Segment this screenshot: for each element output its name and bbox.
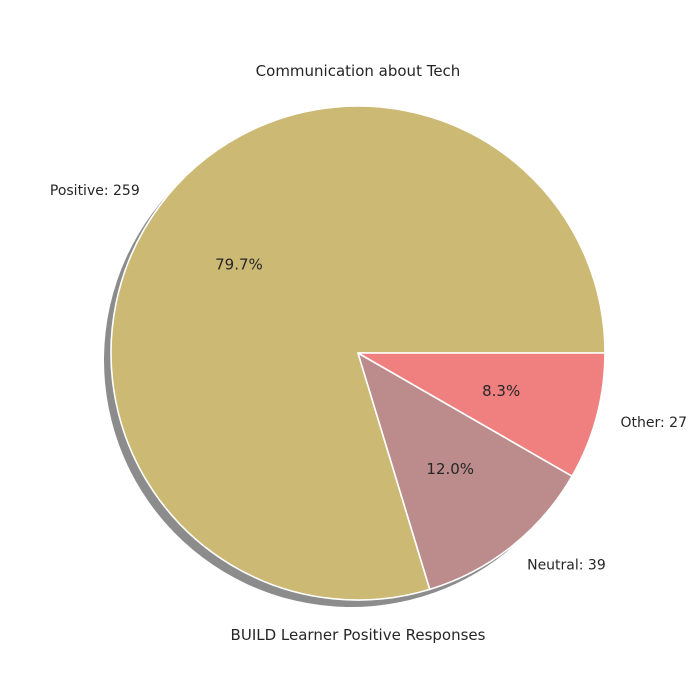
slice-label-neutral: Neutral: 39 bbox=[527, 558, 606, 574]
pie-slices bbox=[110, 105, 606, 601]
x-axis-label: BUILD Learner Positive Responses bbox=[231, 626, 486, 644]
percent-label-positive: 79.7% bbox=[215, 256, 263, 274]
pie-slice-neutral bbox=[357, 352, 573, 591]
pie-percent-labels: 79.7% 12.0% 8.3% bbox=[215, 256, 520, 478]
pie-slice-other bbox=[357, 352, 606, 477]
percent-label-neutral: 12.0% bbox=[426, 460, 474, 478]
percent-label-other: 8.3% bbox=[482, 382, 520, 400]
pie-labels: Positive: 259 Neutral: 39 Other: 27 bbox=[50, 183, 687, 573]
chart-title: Communication about Tech bbox=[256, 62, 461, 80]
slice-label-other: Other: 27 bbox=[620, 415, 687, 431]
slice-label-positive: Positive: 259 bbox=[50, 183, 140, 199]
